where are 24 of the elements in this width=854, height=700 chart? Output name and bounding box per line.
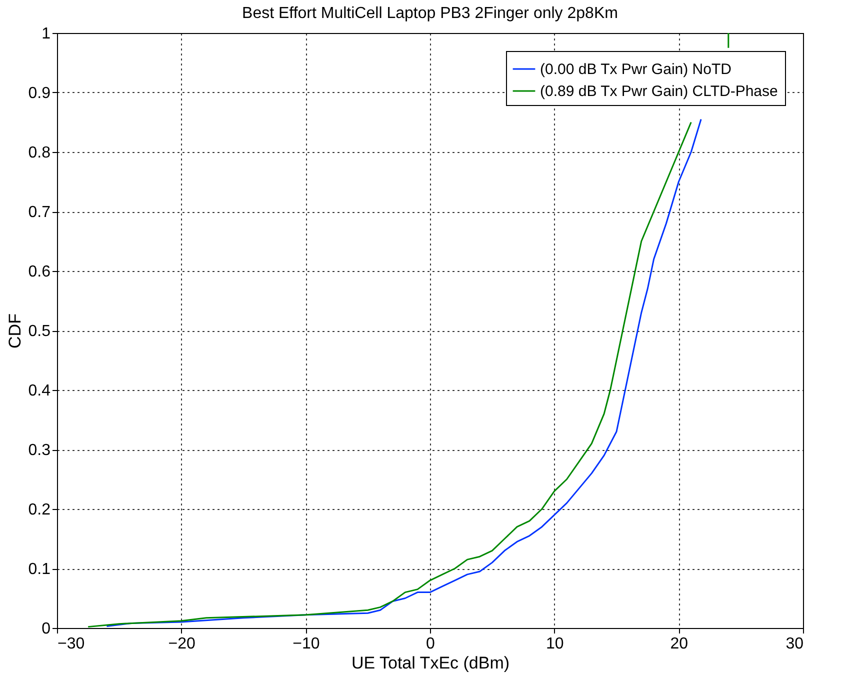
- y-tick-label: 1: [42, 26, 51, 42]
- y-tick-label: 0.4: [28, 382, 51, 400]
- y-axis-title: CDF: [5, 314, 24, 348]
- y-tick-label: 0.8: [28, 144, 51, 162]
- legend-label: (0.89 dB Tx Pwr Gain) CLTD-Phase: [540, 83, 778, 100]
- y-tick-label: 0.3: [28, 442, 51, 459]
- x-tick-label: 30: [786, 636, 804, 652]
- x-tick-label: 20: [670, 636, 688, 652]
- line-series: [106, 118, 702, 627]
- legend-label: (0.00 dB Tx Pwr Gain) NoTD: [540, 61, 732, 78]
- chart-title: Best Effort MultiCell Laptop PB3 2Finger only 2p8Km: [242, 5, 618, 22]
- y-tick-label: 0.1: [28, 561, 51, 578]
- y-tick-label: 0.5: [28, 323, 51, 340]
- x-tick-label: −10: [292, 636, 320, 652]
- y-tick-label: 0: [42, 620, 51, 638]
- y-tick-label: 0.9: [28, 85, 51, 102]
- x-tick-label: −30: [58, 636, 85, 652]
- y-tick-label: 0.2: [28, 502, 51, 518]
- x-tick-label: −20: [168, 636, 196, 652]
- x-tick-label: 0: [426, 636, 436, 652]
- x-tick-label: 10: [546, 636, 564, 652]
- x-axis-title: UE Total TxEc (dBm): [351, 654, 510, 672]
- y-tick-label: 0.7: [28, 204, 51, 221]
- y-tick-label: 0.6: [28, 264, 51, 280]
